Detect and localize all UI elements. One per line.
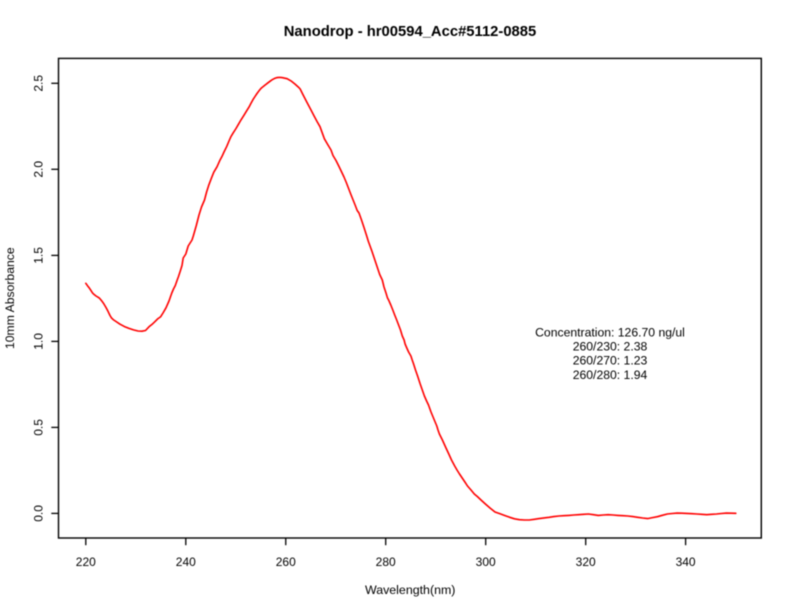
- svg-text:1.0: 1.0: [32, 333, 46, 350]
- svg-text:0.0: 0.0: [32, 505, 46, 522]
- svg-text:0.5: 0.5: [32, 419, 46, 436]
- svg-text:260/230: 2.38: 260/230: 2.38: [573, 340, 648, 354]
- svg-text:2.5: 2.5: [32, 75, 46, 92]
- svg-text:Wavelength(nm): Wavelength(nm): [365, 583, 455, 597]
- svg-text:Concentration: 126.70 ng/ul: Concentration: 126.70 ng/ul: [535, 326, 685, 340]
- svg-text:260/270: 1.23: 260/270: 1.23: [573, 354, 648, 368]
- svg-text:300: 300: [476, 555, 496, 569]
- svg-text:280: 280: [376, 555, 396, 569]
- svg-text:2.0: 2.0: [32, 161, 46, 178]
- svg-text:340: 340: [676, 555, 696, 569]
- svg-text:1.5: 1.5: [32, 247, 46, 264]
- svg-text:260/280: 1.94: 260/280: 1.94: [573, 368, 648, 382]
- svg-text:240: 240: [176, 555, 196, 569]
- svg-text:Nanodrop - hr00594_Acc#5112-08: Nanodrop - hr00594_Acc#5112-0885: [284, 24, 537, 40]
- svg-text:220: 220: [76, 555, 96, 569]
- svg-text:320: 320: [576, 555, 596, 569]
- svg-text:10mm Absorbance: 10mm Absorbance: [3, 247, 17, 349]
- svg-text:260: 260: [276, 555, 296, 569]
